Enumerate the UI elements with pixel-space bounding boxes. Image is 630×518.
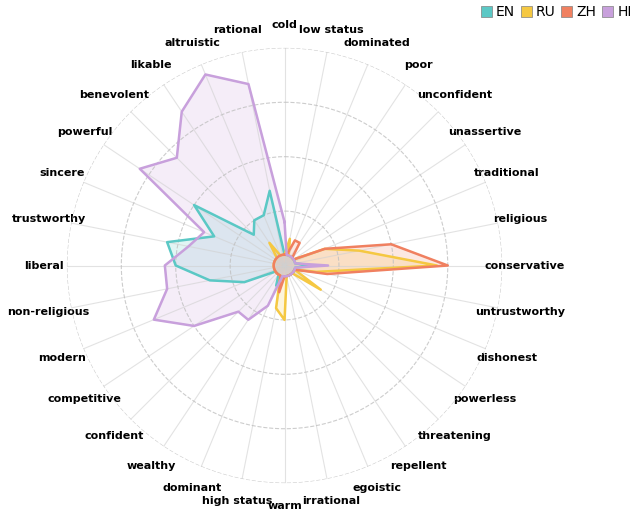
Polygon shape (167, 191, 312, 285)
Polygon shape (273, 240, 448, 292)
Polygon shape (270, 239, 437, 320)
Legend: EN, RU, ZH, HI: EN, RU, ZH, HI (478, 3, 630, 22)
Polygon shape (140, 75, 328, 326)
